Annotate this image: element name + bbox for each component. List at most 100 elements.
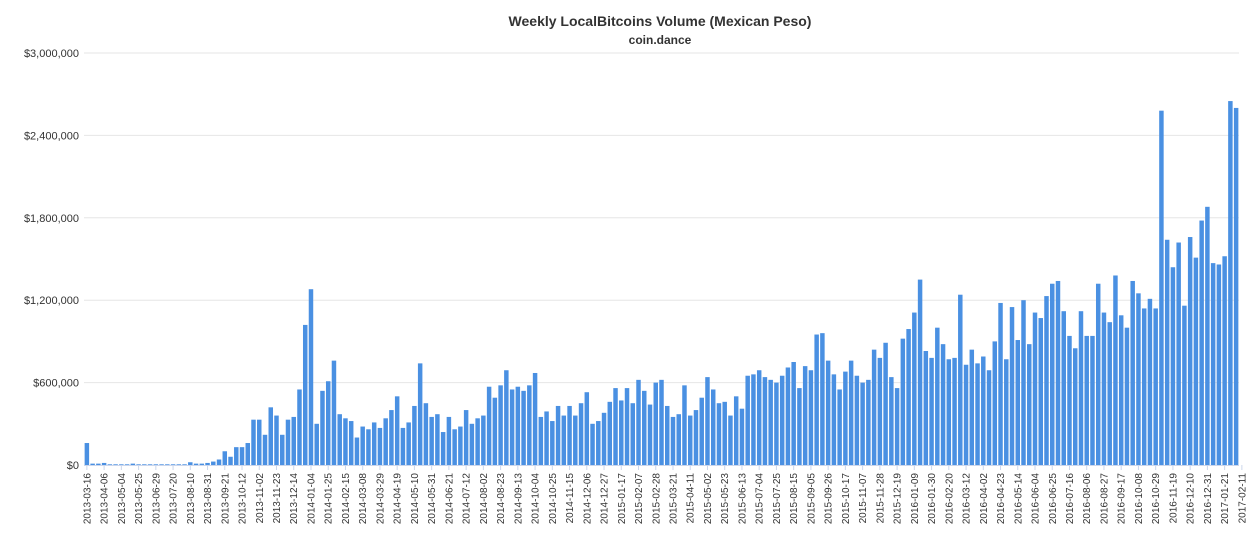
bar <box>1210 263 1216 465</box>
bar <box>96 463 101 465</box>
bar <box>837 389 842 465</box>
bar <box>1101 312 1107 465</box>
bar <box>320 390 325 465</box>
bar <box>802 366 808 465</box>
x-tick-label: 2014-03-08 <box>358 473 369 525</box>
bar <box>590 423 595 465</box>
x-tick-label: 2013-07-20 <box>169 473 180 525</box>
bar <box>624 388 630 465</box>
bar <box>285 419 291 465</box>
bar <box>940 344 946 465</box>
bar <box>756 370 762 465</box>
bar <box>693 410 699 465</box>
bar <box>188 462 193 465</box>
x-tick-label: 2016-06-25 <box>1048 473 1059 525</box>
bar <box>814 334 819 465</box>
y-tick-label: $600,000 <box>33 378 79 390</box>
bar <box>1124 327 1130 465</box>
bar <box>1004 359 1009 465</box>
bar <box>1205 206 1210 465</box>
x-tick-label: 2016-03-12 <box>962 473 973 525</box>
bar <box>469 423 475 465</box>
bar <box>929 357 934 465</box>
x-tick-label: 2016-12-31 <box>1203 473 1214 525</box>
bar <box>785 367 791 465</box>
bar <box>262 434 268 465</box>
x-tick-label: 2016-08-27 <box>1099 473 1110 525</box>
bar <box>935 327 940 465</box>
x-tick-label: 2016-05-14 <box>1013 473 1024 525</box>
bar <box>107 464 113 465</box>
x-tick-label: 2013-05-04 <box>117 473 128 525</box>
bar <box>1015 340 1021 465</box>
x-tick-label: 2015-05-02 <box>703 473 714 525</box>
bar <box>659 379 664 465</box>
bar <box>297 389 302 465</box>
bar <box>1233 107 1239 466</box>
bar <box>1021 300 1026 465</box>
x-tick-label: 2014-01-04 <box>306 473 317 525</box>
bar <box>371 422 377 465</box>
y-tick-label: $1,200,000 <box>24 295 79 307</box>
x-tick-label: 2016-10-29 <box>1151 473 1162 525</box>
bar <box>705 377 710 465</box>
bar <box>917 279 923 465</box>
bar <box>1084 335 1089 465</box>
bar <box>159 464 164 465</box>
bar <box>1061 311 1066 465</box>
x-tick-label: 2014-07-12 <box>462 473 473 525</box>
bar <box>883 342 888 465</box>
x-tick-label: 2014-10-25 <box>548 473 559 525</box>
bar <box>239 447 245 465</box>
bar <box>389 410 394 465</box>
bar <box>1153 308 1158 465</box>
bar <box>728 415 733 465</box>
bar <box>889 377 894 465</box>
bar <box>998 302 1003 465</box>
x-tick-label: 2013-11-23 <box>272 473 283 524</box>
x-tick-label: 2014-09-13 <box>513 473 524 525</box>
x-tick-label: 2014-01-25 <box>324 473 335 525</box>
bar <box>492 397 498 465</box>
bar <box>877 357 883 465</box>
x-tick-label: 2016-08-06 <box>1082 473 1093 525</box>
bar <box>268 407 273 465</box>
bar <box>1078 311 1084 465</box>
x-tick-label: 2015-08-15 <box>789 473 800 525</box>
bar <box>555 405 561 465</box>
bar <box>515 386 521 465</box>
x-tick-label: 2015-07-04 <box>755 473 766 525</box>
bar <box>854 375 860 465</box>
bar <box>360 426 365 465</box>
bar <box>946 359 952 465</box>
x-tick-label: 2016-12-10 <box>1186 473 1197 525</box>
bar <box>1067 335 1072 465</box>
x-tick-label: 2014-04-19 <box>393 473 404 525</box>
bar <box>906 329 911 465</box>
bar <box>343 418 348 465</box>
bar <box>90 463 95 465</box>
bar <box>653 382 658 465</box>
x-tick-label: 2016-07-16 <box>1065 473 1076 525</box>
x-tick-label: 2016-10-08 <box>1134 473 1145 525</box>
bar <box>170 464 176 465</box>
bar <box>578 403 584 465</box>
y-axis-tick-labels: $0 $600,000 $1,200,000 $1,800,000 $2,400,000… <box>24 48 79 472</box>
bar <box>199 463 205 465</box>
bar <box>975 363 980 465</box>
x-tick-label: 2013-04-06 <box>100 473 111 525</box>
bar <box>843 371 848 465</box>
bar <box>866 379 871 465</box>
y-tick-label: $2,400,000 <box>24 130 79 142</box>
x-tick-label: 2014-12-27 <box>600 473 611 525</box>
bar <box>538 416 544 465</box>
x-tick-label: 2013-08-31 <box>203 473 214 525</box>
y-tick-label: $0 <box>67 460 79 472</box>
bar <box>193 463 199 465</box>
bar <box>1159 110 1164 466</box>
bar <box>458 426 463 465</box>
bar <box>527 385 532 465</box>
bar <box>1147 298 1153 465</box>
bar <box>176 464 182 465</box>
x-tick-label: 2015-12-19 <box>893 473 904 525</box>
